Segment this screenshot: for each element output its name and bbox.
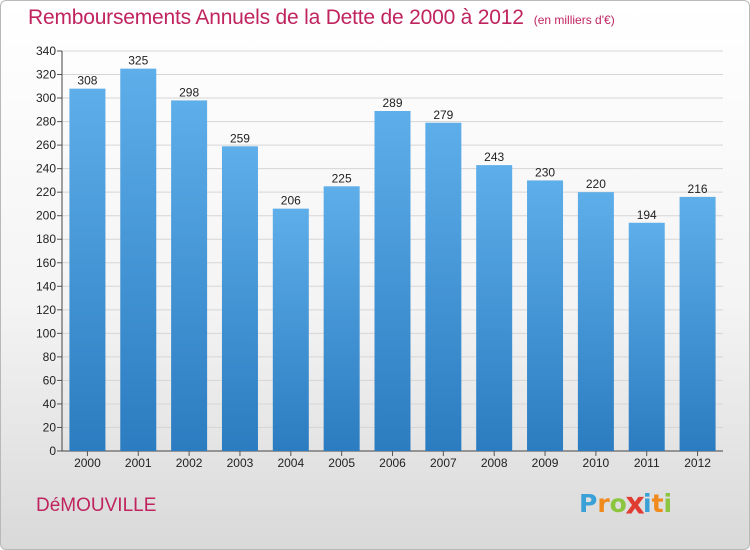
proxiti-logo: Proxiti [579,486,673,521]
bar-value-label: 216 [688,182,708,196]
y-tick-label: 240 [36,162,56,176]
y-tick-label: 40 [43,397,57,411]
logo-letter: t [651,489,664,518]
bar-value-label: 243 [484,150,504,164]
y-tick-label: 160 [36,256,56,270]
logo-letter: x [625,486,645,521]
x-tick-label: 2002 [176,456,203,470]
y-tick-label: 220 [36,185,56,199]
x-tick-label: 2008 [481,456,508,470]
x-tick-label: 2006 [379,456,406,470]
bar [527,180,564,452]
bar [171,100,208,451]
bar-value-label: 289 [382,96,402,110]
bar [69,88,106,451]
x-tick-label: 2012 [684,456,711,470]
bar [323,186,360,451]
bar-value-label: 220 [586,177,606,191]
x-tick-label: 2007 [430,456,457,470]
y-tick-label: 300 [36,91,56,105]
x-tick-label: 2009 [532,456,559,470]
logo-letter: o [609,489,627,518]
x-tick-label: 2004 [277,456,304,470]
bar-value-label: 279 [433,108,453,122]
bar [120,68,157,451]
logo-letter: i [663,489,673,518]
bar-value-label: 325 [128,54,148,68]
bar-value-label: 308 [77,74,97,88]
y-tick-label: 20 [43,420,57,434]
bar-value-label: 230 [535,165,555,179]
y-tick-label: 60 [43,373,57,387]
bar [577,192,614,452]
x-tick-label: 2010 [583,456,610,470]
bar [679,196,716,451]
logo-letter: i [643,489,652,518]
bar-value-label: 298 [179,85,199,99]
x-tick-label: 2005 [328,456,355,470]
y-tick-label: 80 [43,350,57,364]
chart-title: Remboursements Annuels de la Dette de 20… [28,6,524,29]
y-tick-label: 120 [36,303,56,317]
bar [425,122,462,451]
y-tick-label: 100 [36,326,56,340]
y-tick-label: 0 [49,444,56,458]
chart-subtitle: (en milliers d'€) [533,13,615,27]
logo-letter: r [597,489,610,518]
bar [272,208,309,451]
y-tick-label: 340 [36,44,56,58]
logo-letter: P [579,489,598,518]
y-tick-label: 320 [36,68,56,82]
y-tick-label: 280 [36,115,56,129]
bar-value-label: 225 [332,171,352,185]
x-tick-label: 2003 [227,456,254,470]
x-tick-label: 2001 [125,456,152,470]
x-tick-label: 2011 [634,456,660,470]
bar [476,165,513,451]
bar [628,222,665,451]
y-tick-label: 140 [36,279,56,293]
y-tick-label: 260 [36,138,56,152]
bar-value-label: 206 [281,194,301,208]
y-tick-label: 180 [36,232,56,246]
chart-title-line: Remboursements Annuels de la Dette de 20… [28,6,615,30]
bar [374,111,411,451]
x-tick-label: 2000 [74,456,101,470]
bar-value-label: 194 [637,208,657,222]
y-tick-label: 200 [36,209,56,223]
bar-value-label: 259 [230,131,250,145]
bar [221,146,258,451]
commune-name: DéMOUVILLE [36,495,157,516]
